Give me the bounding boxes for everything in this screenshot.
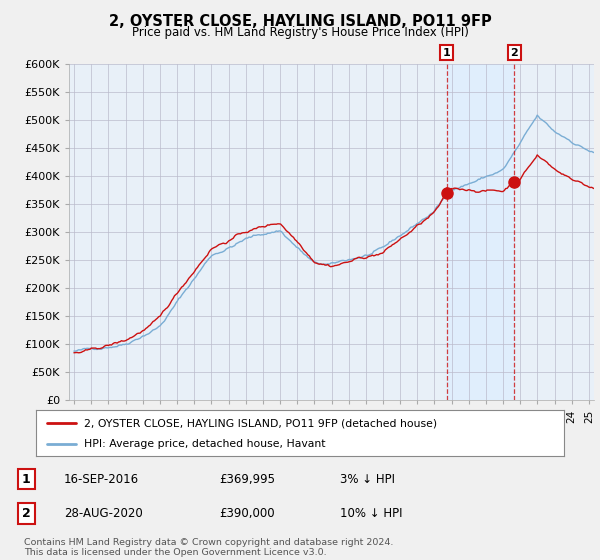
Text: 10% ↓ HPI: 10% ↓ HPI [340,507,403,520]
Text: 1: 1 [443,48,451,58]
Text: 2: 2 [22,507,31,520]
Text: £390,000: £390,000 [220,507,275,520]
Text: Contains HM Land Registry data © Crown copyright and database right 2024.
This d: Contains HM Land Registry data © Crown c… [24,538,394,557]
Text: 2, OYSTER CLOSE, HAYLING ISLAND, PO11 9FP (detached house): 2, OYSTER CLOSE, HAYLING ISLAND, PO11 9F… [83,418,437,428]
Text: 2: 2 [511,48,518,58]
Text: 28-AUG-2020: 28-AUG-2020 [64,507,143,520]
Text: 16-SEP-2016: 16-SEP-2016 [64,473,139,486]
Bar [446,64,514,400]
Text: £369,995: £369,995 [220,473,275,486]
Text: HPI: Average price, detached house, Havant: HPI: Average price, detached house, Hava… [83,438,325,449]
Text: 2, OYSTER CLOSE, HAYLING ISLAND, PO11 9FP: 2, OYSTER CLOSE, HAYLING ISLAND, PO11 9F… [109,14,491,29]
Text: Price paid vs. HM Land Registry's House Price Index (HPI): Price paid vs. HM Land Registry's House … [131,26,469,39]
Text: 1: 1 [22,473,31,486]
Text: 3% ↓ HPI: 3% ↓ HPI [340,473,395,486]
